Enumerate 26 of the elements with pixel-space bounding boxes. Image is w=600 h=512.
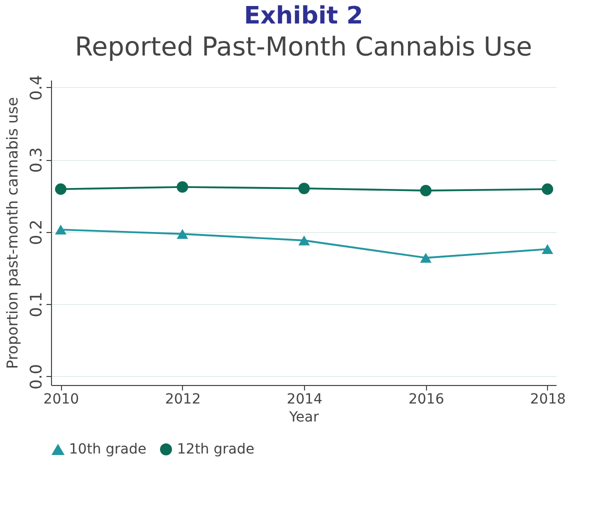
y-tick-label: 0.0: [26, 364, 46, 390]
x-tick-label: 2012: [165, 392, 201, 408]
point: [55, 224, 66, 235]
point: [298, 236, 310, 246]
chart-title: Exhibit 2: [244, 2, 364, 30]
point: [55, 183, 66, 195]
x-tick-label: 2016: [408, 392, 444, 408]
y-tick-label: 0.3: [26, 147, 46, 173]
x-axis-title: Year: [288, 410, 320, 426]
chart-subtitle: Reported Past-Month Cannabis Use: [74, 32, 532, 63]
x-tick-label: 2014: [286, 392, 323, 408]
point: [298, 182, 310, 194]
point: [542, 244, 554, 254]
legend-label: 12th grade: [177, 441, 254, 458]
point: [176, 229, 188, 239]
y-tick-label: 0.2: [26, 220, 46, 246]
x-tick-label: 2018: [530, 392, 566, 408]
point: [420, 252, 432, 263]
y-axis-title: Proportion past-month cannabis use: [4, 97, 22, 369]
point: [420, 184, 432, 196]
point: [542, 183, 554, 195]
y-tick-label: 0.4: [26, 75, 46, 100]
y-tick-label: 0.1: [26, 292, 46, 318]
legend-label: 10th grade: [69, 442, 146, 458]
point: [176, 181, 188, 193]
x-tick-label: 2010: [43, 392, 80, 408]
